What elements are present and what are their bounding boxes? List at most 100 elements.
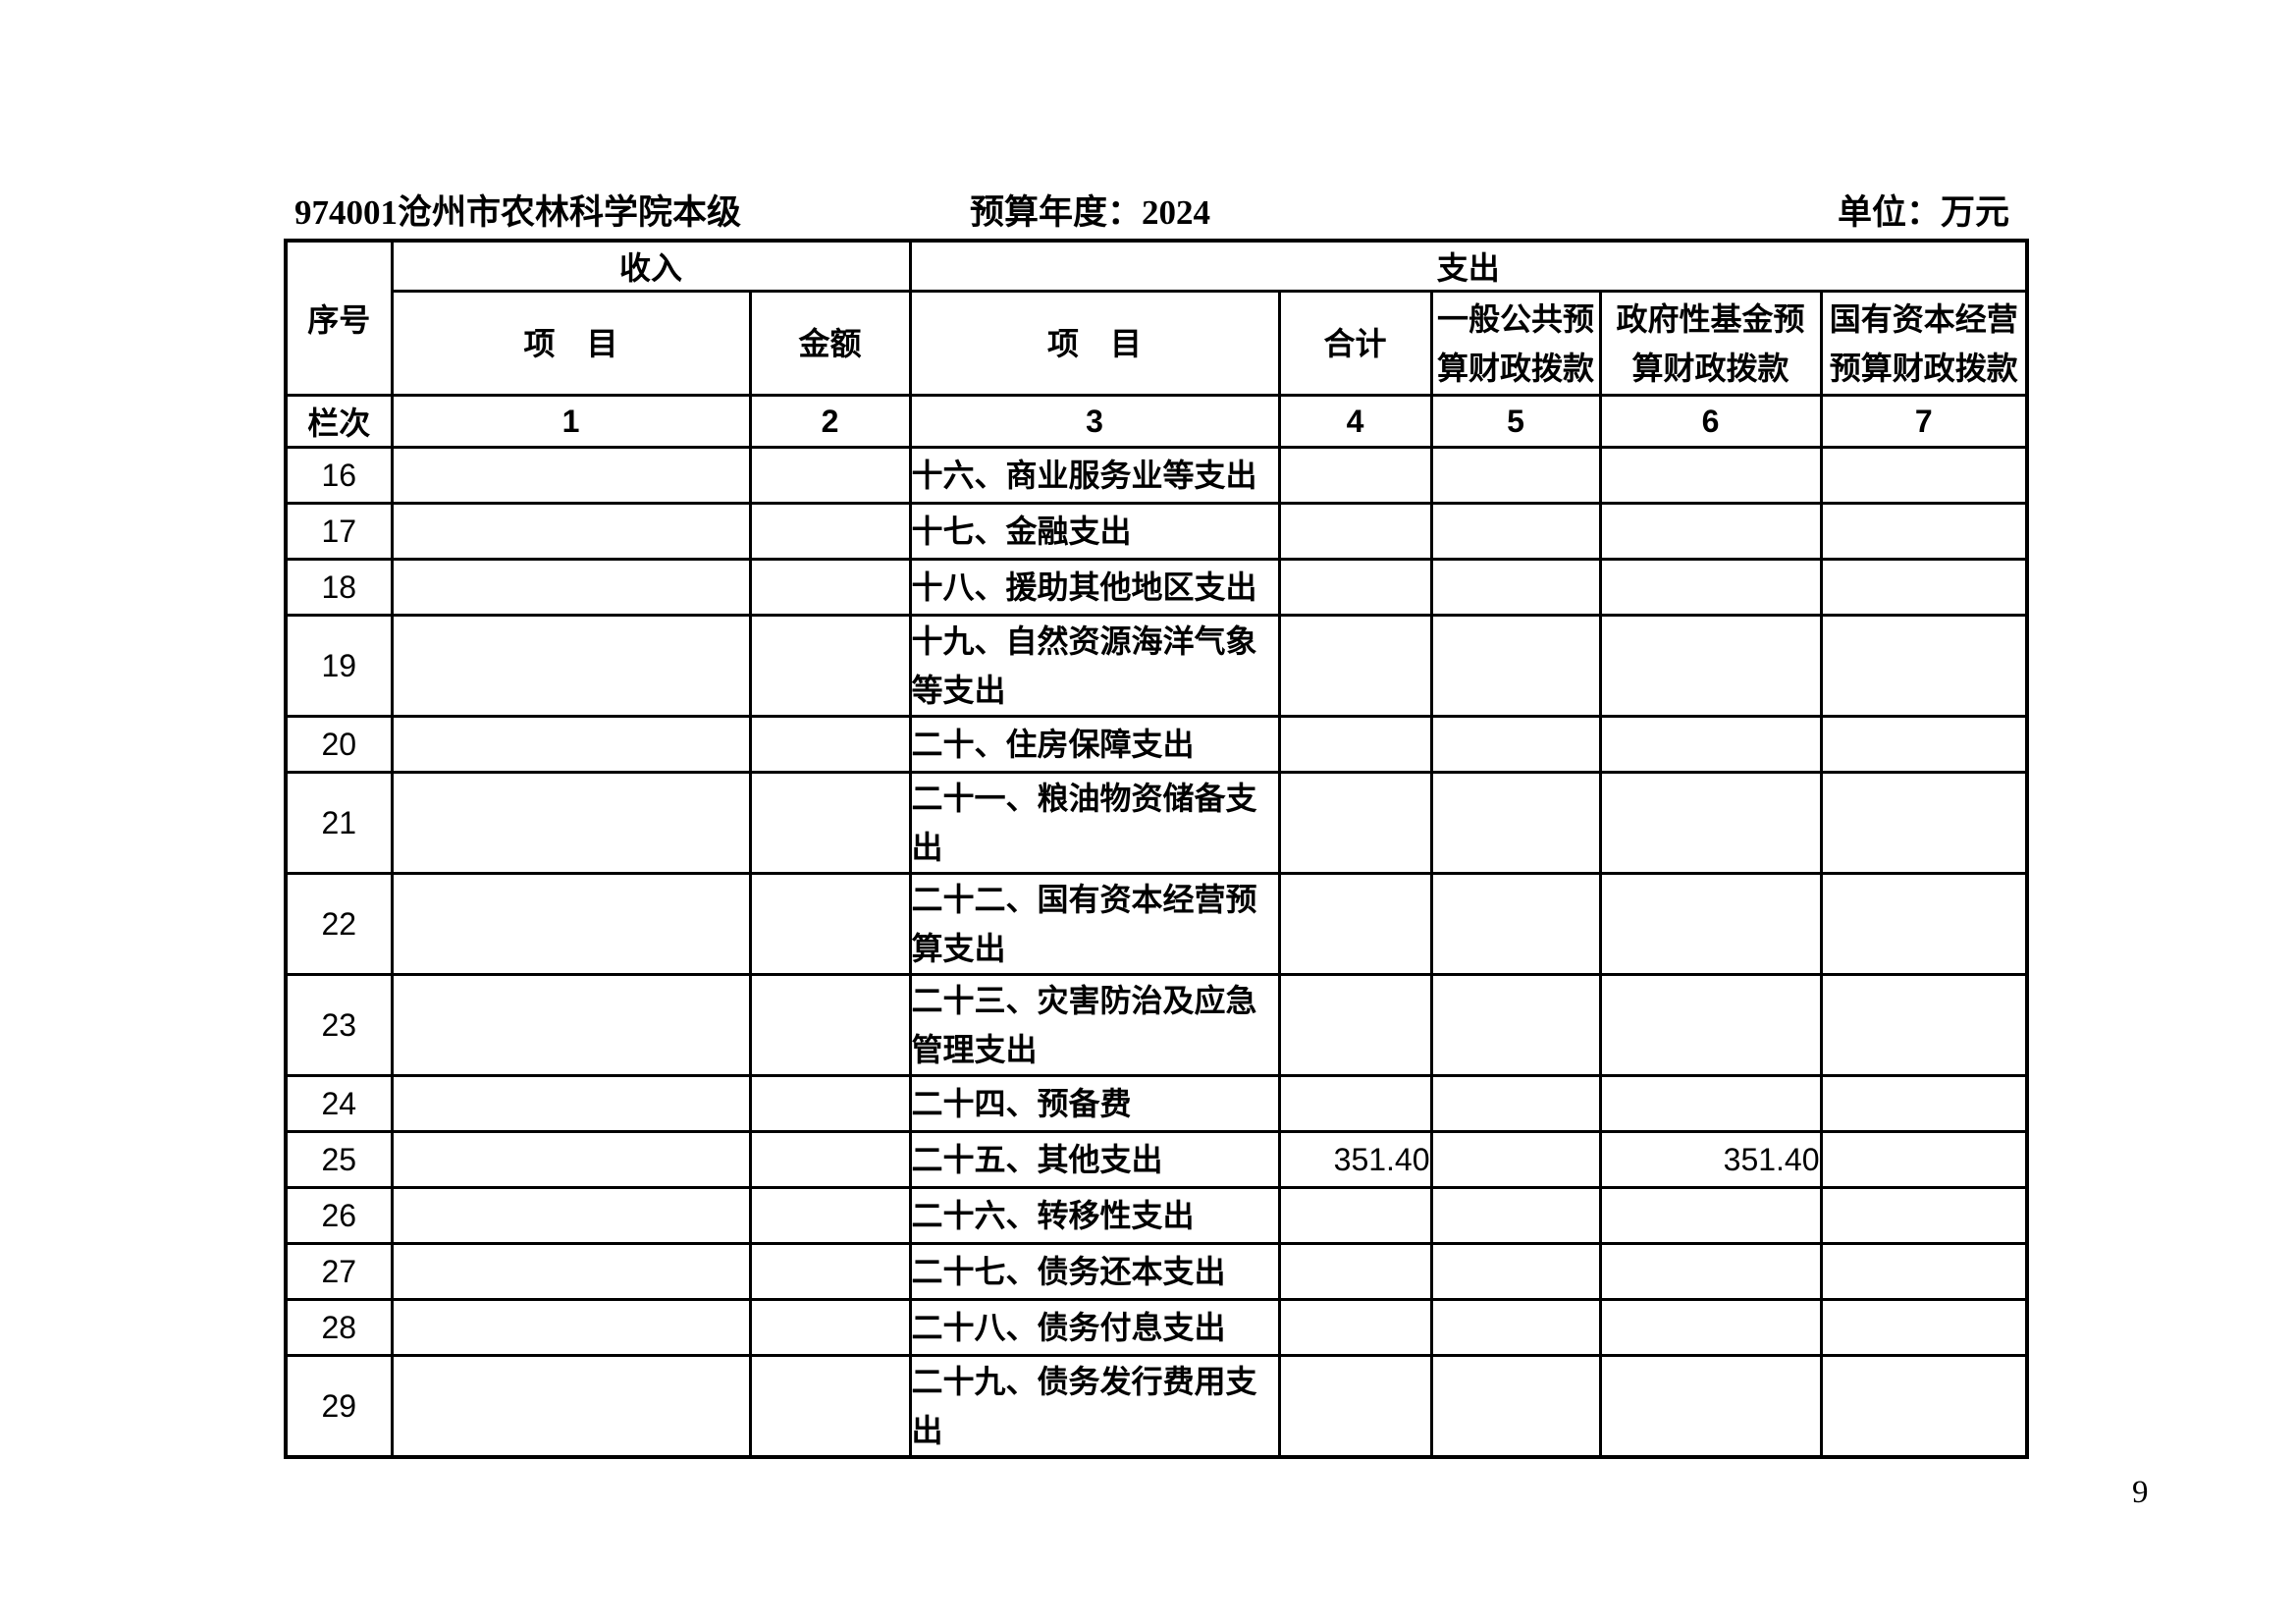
serial-cell: 23 (284, 973, 394, 1077)
exp-item-cell: 二十七、债务还本支出 (908, 1242, 1281, 1301)
state-capital-cell (1819, 1130, 2029, 1189)
gov-fund-cell (1598, 973, 1823, 1077)
state-capital-budget-header: 国有资本经营预算财政拨款 (1819, 290, 2029, 397)
income-amount-cell (748, 1242, 912, 1301)
total-cell (1277, 446, 1433, 505)
col-number-3: 3 (908, 394, 1281, 449)
table-row-24: 24 二十四、预备费 (284, 1074, 2029, 1133)
total-cell (1277, 1298, 1433, 1357)
serial-cell: 17 (284, 502, 394, 561)
exp-item-cell: 二十九、债务发行费用支出 (908, 1354, 1281, 1459)
income-item-cell (390, 1186, 752, 1245)
income-amount-cell (748, 1298, 912, 1357)
total-cell (1277, 715, 1433, 774)
income-amount-cell (748, 973, 912, 1077)
exp-item-cell: 十七、金融支出 (908, 502, 1281, 561)
expenditure-group-header: 支出 (908, 239, 2029, 293)
general-public-cell (1429, 446, 1602, 505)
general-public-cell (1429, 715, 1602, 774)
table-row-20: 20 二十、住房保障支出 (284, 715, 2029, 774)
exp-item-cell: 十八、援助其他地区支出 (908, 558, 1281, 617)
total-cell (1277, 558, 1433, 617)
serial-cell: 24 (284, 1074, 394, 1133)
gov-fund-cell (1598, 1298, 1823, 1357)
state-capital-cell (1819, 502, 2029, 561)
col-number-1: 1 (390, 394, 752, 449)
exp-item-cell: 二十一、粮油物资储备支出 (908, 771, 1281, 875)
group-header-row: 序号 收入 支出 (284, 239, 2029, 397)
income-amount-cell (748, 1186, 912, 1245)
income-item-cell (390, 558, 752, 617)
income-item-cell (390, 614, 752, 718)
col-number-7: 7 (1819, 394, 2029, 449)
general-public-cell (1429, 1130, 1602, 1189)
table-row-19: 19 十九、自然资源海洋气象等支出 (284, 614, 2029, 718)
income-amount-header: 金额 (748, 290, 912, 397)
gov-fund-cell (1598, 715, 1823, 774)
state-capital-cell (1819, 1242, 2029, 1301)
exp-item-header: 项 目 (908, 290, 1281, 397)
general-public-cell (1429, 872, 1602, 976)
income-item-cell (390, 1074, 752, 1133)
col-number-4: 4 (1277, 394, 1433, 449)
income-item-cell (390, 1130, 752, 1189)
income-amount-cell (748, 446, 912, 505)
col-number-5: 5 (1429, 394, 1602, 449)
gov-fund-cell (1598, 872, 1823, 976)
state-capital-cell (1819, 1074, 2029, 1133)
col-number-6: 6 (1598, 394, 1823, 449)
income-item-cell (390, 715, 752, 774)
column-header-row: 项 目 金额 项 目 合计 一般公共预算财政拨款 政府性基金预算财政拨款 国有资… (286, 290, 2029, 397)
serial-cell: 22 (284, 872, 394, 976)
table-row-29: 29 二十九、债务发行费用支出 (284, 1354, 2029, 1459)
general-public-cell (1429, 1354, 1602, 1459)
gov-fund-cell (1598, 771, 1823, 875)
table-row-18: 18 十八、援助其他地区支出 (284, 558, 2029, 617)
exp-item-cell: 二十四、预备费 (908, 1074, 1281, 1133)
state-capital-cell (1819, 1354, 2029, 1459)
serial-header: 序号 (284, 239, 394, 397)
exp-item-cell: 二十六、转移性支出 (908, 1186, 1281, 1245)
general-public-cell (1429, 614, 1602, 718)
serial-cell: 25 (284, 1130, 394, 1189)
total-cell (1277, 1186, 1433, 1245)
table-row-22: 22 二十二、国有资本经营预算支出 (284, 872, 2029, 976)
table-row-26: 26 二十六、转移性支出 (284, 1186, 2029, 1245)
general-public-budget-header: 一般公共预算财政拨款 (1429, 290, 1602, 397)
serial-cell: 20 (284, 715, 394, 774)
income-item-cell (390, 502, 752, 561)
income-item-cell (390, 1298, 752, 1357)
gov-fund-cell (1598, 1354, 1823, 1459)
table-row-27: 27 二十七、债务还本支出 (284, 1242, 2029, 1301)
state-capital-cell (1819, 446, 2029, 505)
total-cell (1277, 1242, 1433, 1301)
table-row-25: 25 二十五、其他支出 351.40 351.40 (284, 1130, 2029, 1189)
exp-item-cell: 十九、自然资源海洋气象等支出 (908, 614, 1281, 718)
col-number-2: 2 (748, 394, 912, 449)
serial-cell: 27 (284, 1242, 394, 1301)
total-cell (1277, 771, 1433, 875)
income-item-cell (390, 1354, 752, 1459)
income-item-cell (390, 973, 752, 1077)
gov-fund-cell (1598, 1186, 1823, 1245)
serial-cell: 29 (284, 1354, 394, 1459)
gov-fund-cell (1598, 1242, 1823, 1301)
total-cell (1277, 614, 1433, 718)
exp-item-cell: 二十二、国有资本经营预算支出 (908, 872, 1281, 976)
gov-fund-budget-header: 政府性基金预算财政拨款 (1598, 290, 1823, 397)
column-number-row: 栏次 1 2 3 4 5 6 7 (284, 394, 2029, 449)
total-cell (1277, 502, 1433, 561)
income-amount-cell (748, 1074, 912, 1133)
general-public-cell (1429, 771, 1602, 875)
lanci-label: 栏次 (284, 394, 394, 449)
state-capital-cell (1819, 1186, 2029, 1245)
exp-item-cell: 二十、住房保障支出 (908, 715, 1281, 774)
income-amount-cell (748, 502, 912, 561)
serial-cell: 18 (284, 558, 394, 617)
exp-item-cell: 二十八、债务付息支出 (908, 1298, 1281, 1357)
total-cell (1277, 1074, 1433, 1133)
income-item-cell (390, 1242, 752, 1301)
gov-fund-cell: 351.40 (1598, 1130, 1823, 1189)
page-number: 9 (2132, 1475, 2149, 1510)
